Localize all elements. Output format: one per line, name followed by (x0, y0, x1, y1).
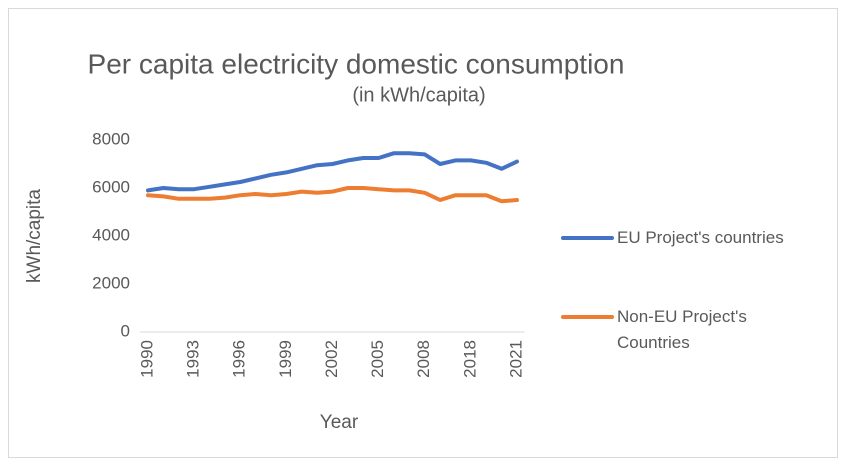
x-tick-label: 1999 (276, 340, 295, 378)
legend-label: Non-EU Project's Countries (617, 307, 747, 352)
y-axis-label: kWh/capita (24, 189, 45, 283)
x-tick-label: 2021 (506, 340, 525, 378)
chart-border (8, 8, 838, 458)
x-tick-label: 1990 (137, 340, 156, 378)
y-tick-label: 4000 (92, 225, 130, 244)
y-tick-label: 2000 (92, 273, 130, 292)
series-line (146, 186, 519, 204)
legend-label: EU Project's countries (617, 228, 784, 247)
series-line (146, 151, 519, 193)
y-tick-label: 6000 (92, 177, 130, 196)
x-tick-label: 1996 (230, 340, 249, 378)
x-tick-label: 2005 (368, 340, 387, 378)
x-tick-label: 2018 (460, 340, 479, 378)
chart-title: Per capita electricity domestic consumpt… (88, 48, 625, 79)
x-axis-label: Year (320, 412, 359, 433)
x-tick-label: 2002 (322, 340, 341, 378)
y-tick-label: 0 (121, 321, 130, 340)
x-tick-label: 1993 (184, 340, 203, 378)
x-tick-label: 2008 (414, 340, 433, 378)
chart-subtitle: (in kWh/capita) (352, 84, 485, 106)
y-tick-label: 8000 (92, 129, 130, 148)
